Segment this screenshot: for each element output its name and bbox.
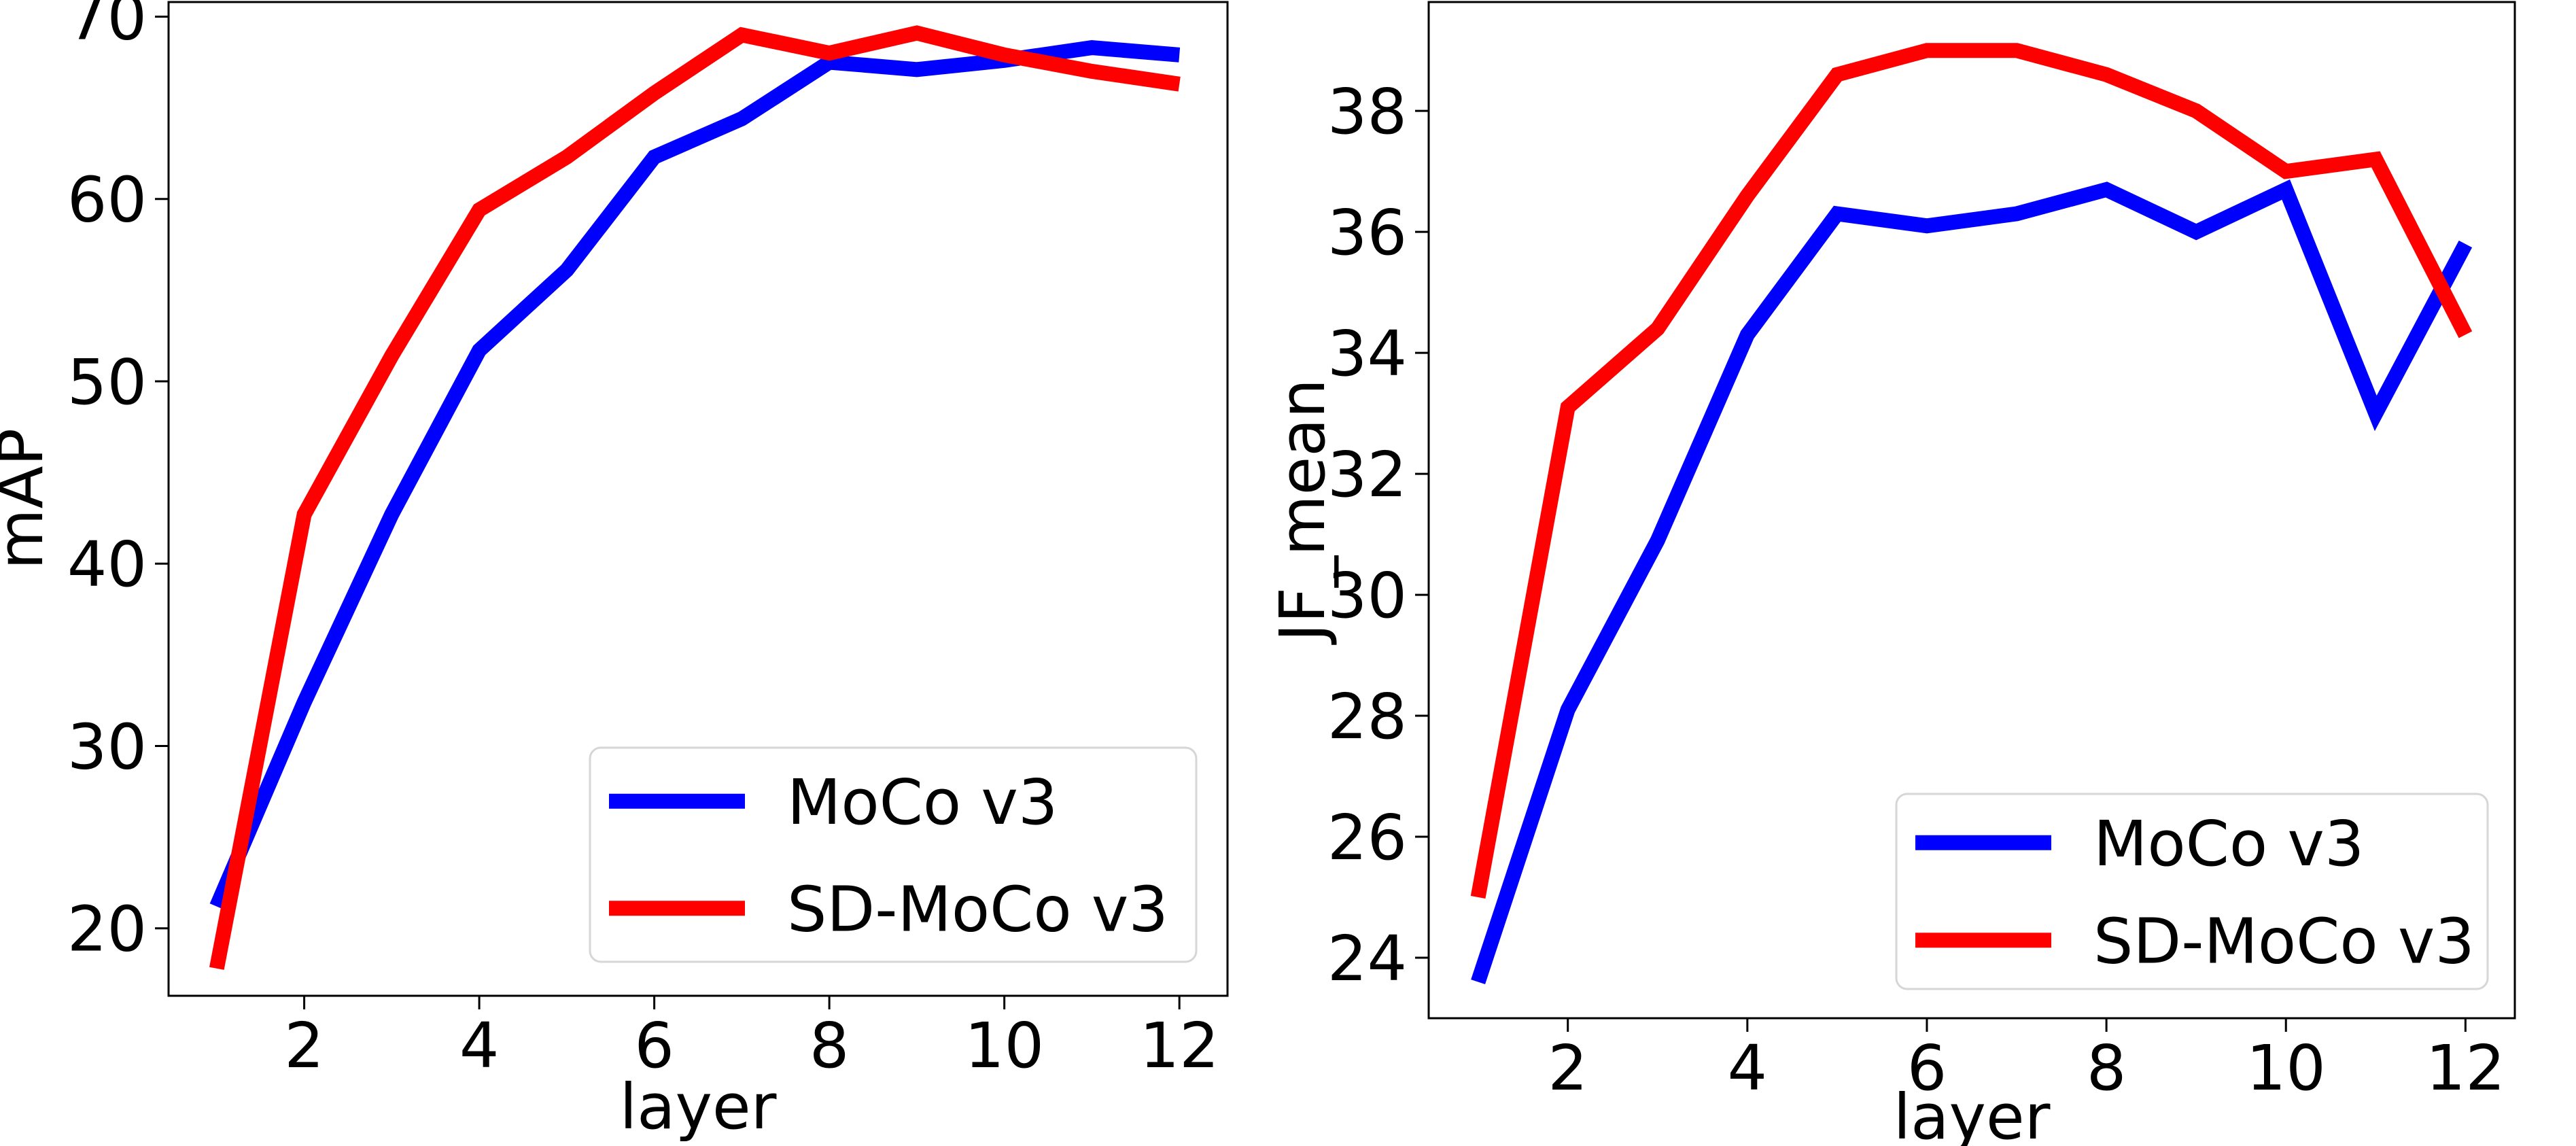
map-chart-panel: 2 4 6 8 10 12 20 30 40 50 60 70 layer mAP MoCo v3 SD-Mo… <box>0 0 1229 1143</box>
x-tick-label: 4 <box>459 1009 500 1082</box>
legend: MoCo v3 SD-MoCo v3 <box>589 746 1198 963</box>
x-tick-label: 4 <box>1728 1032 1768 1105</box>
x-tick-label: 6 <box>634 1009 674 1082</box>
x-axis-label: layer <box>1894 1081 2051 1146</box>
y-tick-label: 40 <box>67 528 147 601</box>
y-tick-label: 30 <box>1327 559 1407 632</box>
x-tick-label: 12 <box>2426 1032 2505 1105</box>
legend-label: MoCo v3 <box>2093 808 2364 880</box>
y-tick-label: 32 <box>1327 438 1407 511</box>
jf-mean-chart-panel: 2 4 6 8 10 122426283032343638layerJF_meanMoCo… <box>1266 1 2516 1146</box>
x-tick-label: 6 <box>1907 1032 1947 1105</box>
x-tick-label: 10 <box>964 1009 1044 1082</box>
y-tick-label: 24 <box>1327 922 1407 995</box>
y-tick-label: 36 <box>1327 196 1407 269</box>
series-line-sd-moco-v3 <box>209 25 1181 970</box>
y-tick-label: 38 <box>1327 75 1407 148</box>
series-line-sd-moco-v3 <box>1470 43 2473 899</box>
series-line-moco-v3 <box>1471 179 2473 985</box>
y-axis-label: JF_mean <box>1266 379 1339 645</box>
legend: MoCo v3 SD-MoCo v3 <box>1895 793 2489 990</box>
y-tick-label: 28 <box>1327 680 1407 753</box>
y-tick-label: 30 <box>67 710 147 783</box>
y-tick-label: 60 <box>67 164 147 237</box>
y-tick-label: 34 <box>1327 317 1407 390</box>
x-tick-label: 10 <box>2246 1032 2326 1105</box>
x-tick-label: 2 <box>284 1009 324 1082</box>
x-axis-label: layer <box>620 1071 777 1143</box>
plot-frame <box>167 1 1229 997</box>
legend-label: SD-MoCo v3 <box>2093 905 2475 977</box>
x-tick-label: 2 <box>1548 1032 1588 1105</box>
y-tick-label: 20 <box>67 893 147 966</box>
legend-label: SD-MoCo v3 <box>787 873 1168 945</box>
y-axis-label: mAP <box>0 428 57 570</box>
legend-label: MoCo v3 <box>787 766 1058 839</box>
x-tick-label: 8 <box>810 1009 850 1082</box>
x-tick-label: 12 <box>1140 1009 1219 1082</box>
x-tick-label: 8 <box>2087 1032 2127 1105</box>
y-tick-label: 26 <box>1327 801 1407 874</box>
plot-frame <box>1427 1 2516 1020</box>
y-tick-label: 70 <box>67 0 147 54</box>
y-tick-label: 50 <box>67 346 147 419</box>
